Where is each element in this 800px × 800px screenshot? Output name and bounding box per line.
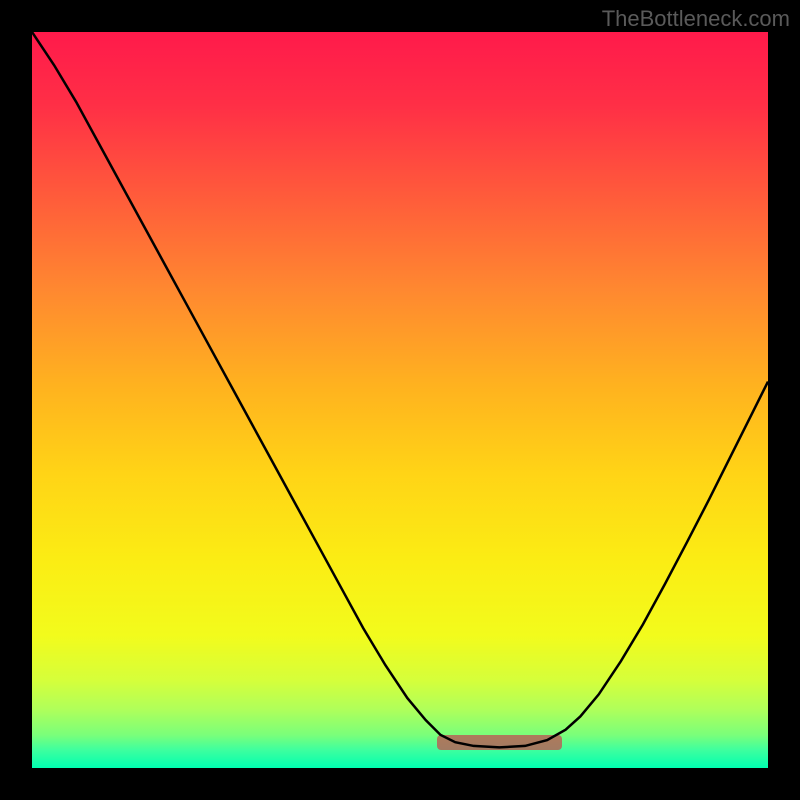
plot-area	[32, 32, 768, 768]
bottleneck-curve	[32, 32, 768, 768]
watermark-text: TheBottleneck.com	[602, 6, 790, 32]
chart-container: TheBottleneck.com	[0, 0, 800, 800]
curve-path	[32, 32, 768, 747]
